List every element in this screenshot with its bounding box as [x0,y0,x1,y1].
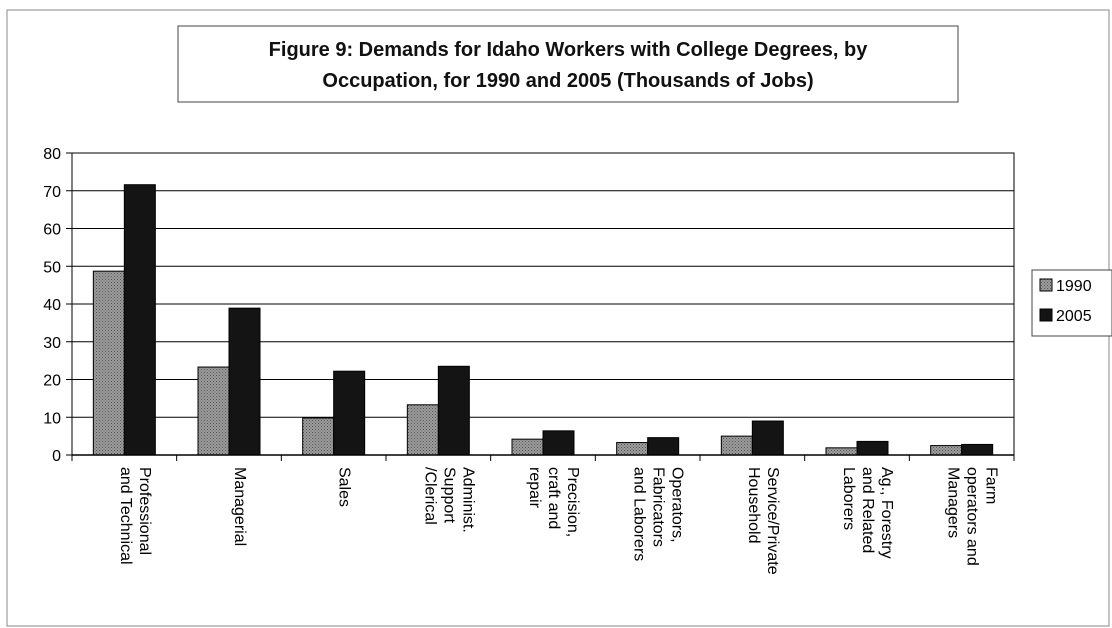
x-category-label-line: Managers [945,467,962,538]
bar-1990-0 [92,270,125,456]
x-category-label-line: Precision, [564,467,581,537]
x-category-label-line: Administ. [459,467,476,533]
bar-2005-5 [647,437,680,456]
x-category-label-line: /Clerical [421,467,438,525]
bar-2005-3 [437,365,470,456]
x-category-label-line: Farm [983,467,1000,504]
bars [92,184,994,456]
bar-2005-7 [856,440,889,456]
x-category-label: Sales [336,467,353,507]
x-category-label-line: Operators, [669,467,686,543]
y-tick-label: 60 [43,222,61,239]
bar-1990-3 [406,404,439,456]
chart-title-line-1: Figure 9: Demands for Idaho Workers with… [269,39,869,61]
x-category-label-line: Ag., Forestry [878,467,895,559]
x-category-label-line: Professional [136,467,153,555]
title-box [177,25,959,103]
bar-2005-6 [751,420,784,456]
legend-swatch-1990 [1039,278,1053,292]
y-tick-label: 20 [43,373,61,390]
bar-2005-8 [961,443,994,456]
y-tick-label: 0 [52,448,61,465]
x-category-label-line: and Related [859,467,876,553]
x-category-label-line: operators and [964,467,981,566]
y-tick-label: 80 [43,146,61,163]
y-tick-label: 70 [43,184,61,201]
legend: 1990 2005 [1031,269,1112,337]
bar-1990-5 [616,442,649,456]
bar-2005-2 [333,370,366,456]
x-category-label-line: Sales [336,467,353,507]
y-tick-label: 40 [43,297,61,314]
x-category-label-line: craft and [545,467,562,529]
chart-title-line-2: Occupation, for 1990 and 2005 (Thousands… [322,70,813,92]
y-axis-ticks: 0 10 20 30 40 50 60 70 80 [43,146,72,465]
y-tick-label: 10 [43,410,61,427]
bar-1990-8 [930,445,963,456]
bar-1990-1 [197,366,230,456]
x-category-label-line: Managerial [231,467,248,546]
x-category-label-line: Household [745,467,762,544]
bar-1990-4 [511,438,544,456]
x-category-label-line: Laborers [840,467,857,530]
bar-1990-2 [302,417,335,456]
y-tick-label: 30 [43,335,61,352]
bar-2005-0 [123,184,156,456]
x-category-label-line: Support [440,467,457,524]
y-tick-label: 50 [43,259,61,276]
bar-1990-6 [720,435,753,456]
legend-swatch-2005 [1039,308,1053,322]
x-category-label-line: Service/Private [764,467,781,575]
bar-2005-1 [228,307,261,456]
x-category-label: Managerial [231,467,248,546]
x-category-label-line: and Technical [117,467,134,565]
x-category-label-line: and Laborers [631,467,648,561]
x-category-label: Administ.Support/Clerical [421,467,476,533]
x-category-label-line: Fabricators [650,467,667,547]
bar-2005-4 [542,430,575,456]
x-category-label-line: repair [526,467,543,509]
legend-label-2005: 2005 [1056,308,1092,325]
legend-label-1990: 1990 [1056,278,1092,295]
bar-1990-7 [825,447,858,456]
